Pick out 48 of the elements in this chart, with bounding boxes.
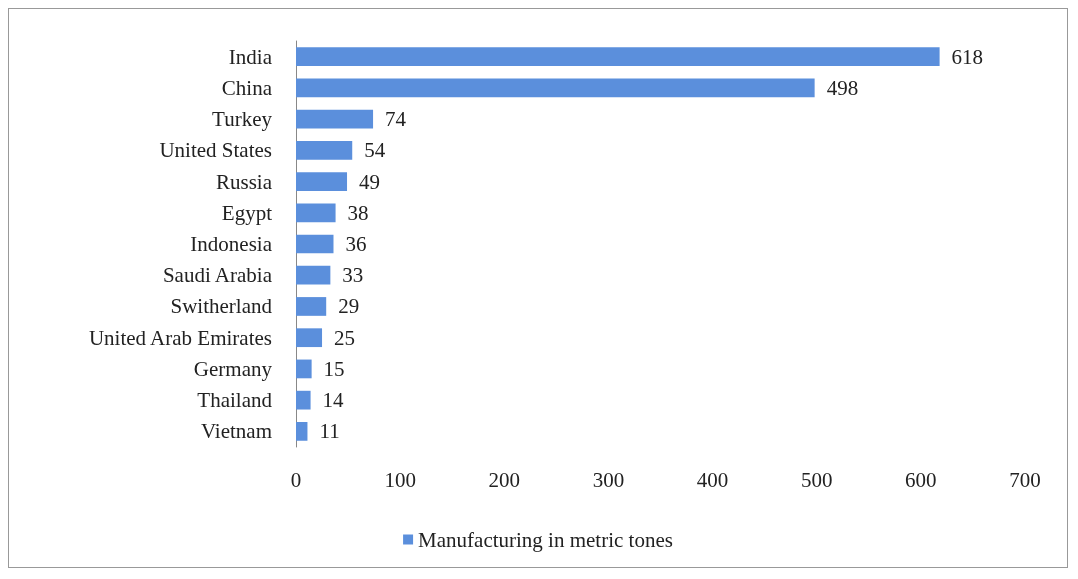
data-label: 33: [342, 263, 364, 288]
y-tick-label: United States: [159, 138, 272, 163]
bar: [296, 234, 334, 254]
y-tick-label: Germany: [193, 356, 273, 381]
x-tick-label: 400: [696, 467, 729, 492]
x-tick-label: 300: [592, 467, 625, 492]
bar: [296, 265, 331, 285]
bar: [296, 328, 323, 348]
bar: [296, 359, 312, 379]
y-tick-label: Turkey: [212, 107, 273, 132]
bar: [296, 109, 374, 129]
y-tick-label: United Arab Emirates: [88, 325, 272, 350]
x-tick-label: 600: [905, 467, 937, 492]
bar: [296, 390, 311, 410]
data-label: 14: [322, 388, 345, 413]
x-tick-label: 200: [488, 467, 521, 492]
y-tick-label: India: [228, 44, 273, 69]
y-tick-label: Indonesia: [190, 232, 273, 256]
bar: [296, 47, 940, 66]
data-label: 618: [951, 44, 984, 69]
data-label: 25: [334, 325, 356, 350]
bar: [296, 172, 348, 191]
bar: [296, 203, 336, 223]
x-tick-label: 0: [290, 467, 302, 492]
x-tick-label: 100: [384, 467, 416, 492]
y-tick-label: Thailand: [197, 388, 273, 413]
legend-label: Manufacturing in metric tones: [418, 527, 673, 552]
data-label: 498: [826, 75, 859, 100]
y-tick-label: Egypt: [221, 200, 273, 225]
data-label: 15: [323, 356, 345, 381]
bar: [296, 140, 353, 160]
data-label: 74: [385, 107, 407, 132]
bar: [296, 297, 327, 316]
y-tick-label: Russia: [215, 169, 273, 194]
data-label: 54: [364, 138, 386, 163]
y-tick-label: China: [221, 75, 273, 100]
x-tick-label: 500: [800, 467, 833, 492]
data-label: 11: [319, 419, 340, 444]
data-label: 38: [347, 200, 369, 225]
data-label: 49: [359, 169, 381, 194]
y-tick-label: Switherland: [170, 294, 273, 319]
data-label: 36: [345, 232, 367, 256]
bar: [296, 78, 815, 98]
x-tick-label: 700: [1009, 467, 1041, 492]
data-label: 29: [338, 294, 360, 319]
y-tick-label: Vietnam: [200, 419, 272, 444]
bar: [296, 422, 308, 441]
y-tick-label: Saudi Arabia: [162, 263, 273, 288]
